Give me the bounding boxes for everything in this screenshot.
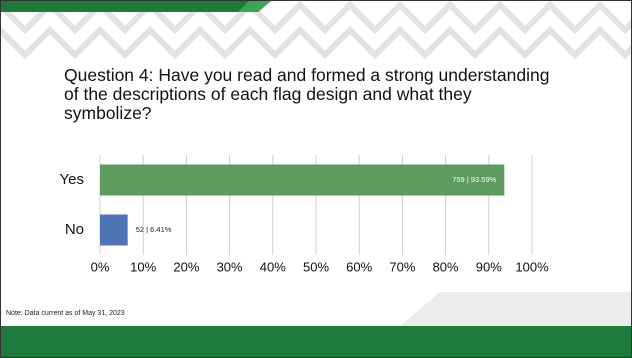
y-tick-label: Yes <box>60 171 84 188</box>
zigzag-pattern <box>0 0 632 60</box>
x-tick-label: 100% <box>515 259 549 274</box>
x-tick-label: 10% <box>130 259 156 274</box>
footer-shape <box>400 292 632 326</box>
bar <box>100 164 505 196</box>
x-tick-label: 80% <box>433 259 459 274</box>
bar <box>100 214 128 246</box>
slide-title: Question 4: Have you read and formed a s… <box>64 65 550 123</box>
x-tick-label: 20% <box>173 259 199 274</box>
x-tick-label: 60% <box>346 259 372 274</box>
x-tick-label: 70% <box>389 259 415 274</box>
value-label: 52 | 6.41% <box>136 225 172 234</box>
header-accent <box>238 0 272 12</box>
x-tick-label: 30% <box>217 259 243 274</box>
note: Note: Data current as of May 31, 2023 <box>6 310 125 317</box>
header-band <box>0 0 272 12</box>
y-tick-label: No <box>65 221 84 238</box>
footer-band <box>0 326 632 358</box>
x-tick-label: 50% <box>303 259 329 274</box>
x-tick-label: 90% <box>476 259 502 274</box>
value-label: 759 | 93.59% <box>452 175 496 184</box>
x-tick-label: 0% <box>91 259 110 274</box>
x-tick-label: 40% <box>260 259 286 274</box>
